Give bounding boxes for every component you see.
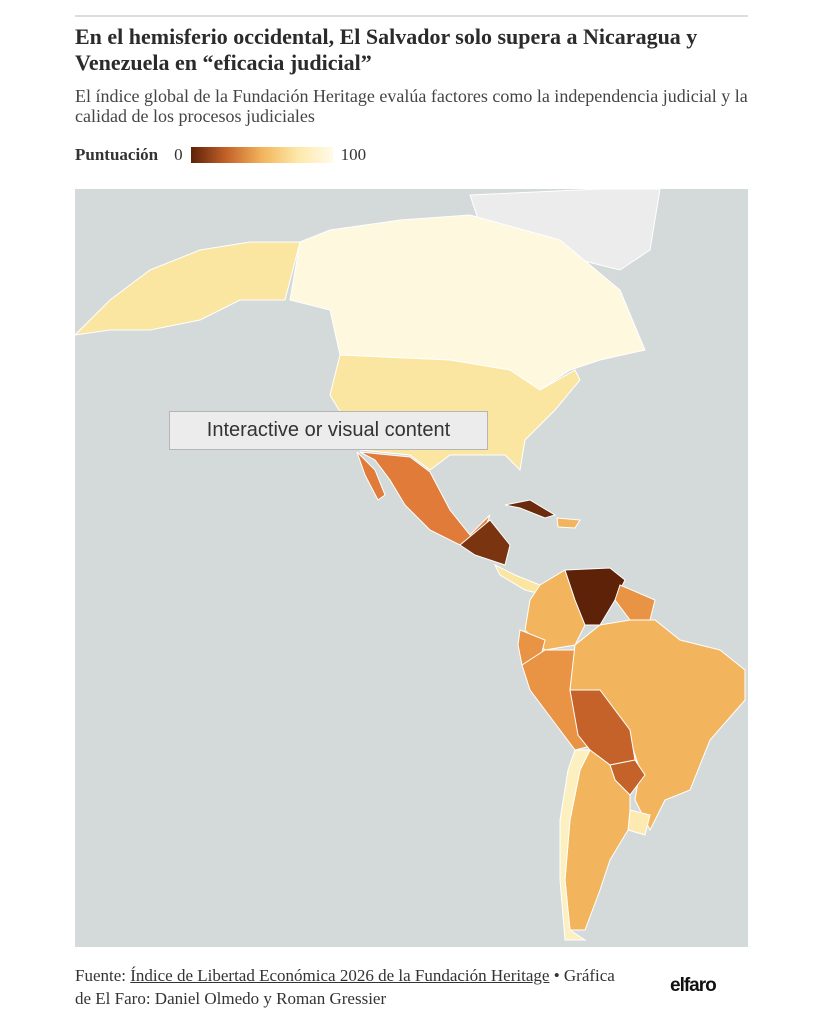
map (75, 189, 748, 947)
source-prefix: Fuente: (75, 966, 126, 985)
subtitle: El índice global de la Fundación Heritag… (75, 86, 748, 126)
legend-min: 0 (174, 145, 183, 164)
legend-gradient (190, 147, 333, 163)
legend: Puntuación 0 100 (75, 145, 366, 165)
title: En el hemisferio occidental, El Salvador… (75, 24, 698, 75)
legend-label: Puntuación (75, 145, 159, 164)
canada (289, 214, 646, 391)
footer: Fuente: Índice de Libertad Económica 202… (75, 964, 635, 1010)
source-link[interactable]: Índice de Libertad Económica 2026 de la … (130, 966, 550, 985)
legend-max: 100 (340, 145, 367, 164)
central-america (459, 519, 511, 566)
top-rule (75, 15, 748, 17)
baja (356, 451, 386, 501)
content-placeholder: Interactive or visual content (169, 411, 488, 450)
alaska (75, 241, 301, 336)
venezuela (564, 567, 626, 626)
hispaniola (556, 517, 581, 529)
chile (559, 749, 591, 941)
credit: • Gráfica de El Faro: Daniel Olmedo y Ro… (75, 966, 615, 1008)
cuba (504, 499, 557, 519)
logo: elfaro (670, 975, 717, 996)
